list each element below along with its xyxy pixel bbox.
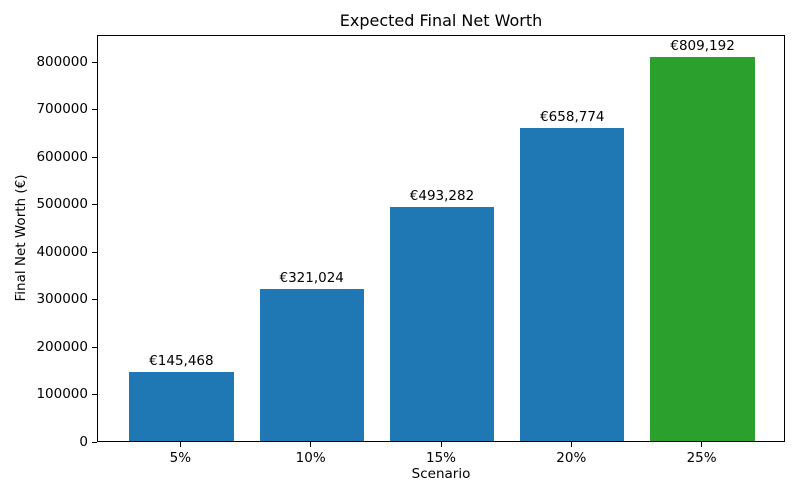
x-tick-mark — [701, 442, 703, 447]
bar-value-label: €493,282 — [409, 187, 475, 204]
y-tick-mark — [92, 204, 97, 206]
x-tick-label: 20% — [556, 450, 587, 466]
chart-title: Expected Final Net Worth — [339, 11, 543, 30]
y-tick-mark — [92, 156, 97, 158]
y-tick-label: 400000 — [36, 243, 88, 260]
x-axis-label: Scenario — [411, 466, 471, 482]
x-tick-mark — [570, 442, 572, 447]
y-tick-mark — [92, 61, 97, 63]
y-tick-mark — [92, 109, 97, 111]
y-tick-mark — [92, 441, 97, 443]
y-tick-mark — [92, 299, 97, 301]
bar — [650, 56, 755, 441]
x-tick-mark — [310, 442, 312, 447]
y-tick-label: 100000 — [36, 386, 88, 402]
y-tick-mark — [92, 394, 97, 395]
y-tick-label: 200000 — [36, 338, 88, 355]
bar — [520, 128, 625, 441]
bar-value-label: €321,024 — [279, 269, 344, 286]
x-tick-label: 5% — [169, 450, 192, 466]
y-tick-label: 600000 — [36, 148, 88, 165]
bar — [259, 288, 364, 441]
x-tick-mark — [440, 442, 442, 447]
bar-value-label: €145,468 — [149, 352, 214, 369]
bar — [389, 206, 495, 441]
y-tick-mark — [92, 251, 97, 253]
x-tick-label: 15% — [425, 450, 457, 466]
bar — [129, 371, 234, 441]
y-tick-mark — [92, 346, 97, 348]
plot-area: €145,468 €321,024 €493,282 €658,774 €809,192 — [97, 35, 785, 442]
y-tick-label: 500000 — [36, 196, 88, 213]
y-axis-label: Final Net Worth (€) — [13, 174, 29, 302]
bar-value-label: €658,774 — [540, 109, 605, 126]
x-tick-label: 10% — [295, 450, 326, 466]
y-tick-label: 700000 — [36, 101, 88, 118]
x-tick-label: 25% — [686, 450, 717, 466]
y-tick-label: 0 — [79, 433, 88, 450]
x-tick-mark — [179, 442, 181, 447]
y-tick-label: 800000 — [36, 53, 88, 70]
bar-value-label: €809,192 — [670, 37, 735, 54]
y-tick-label: 300000 — [36, 291, 88, 308]
